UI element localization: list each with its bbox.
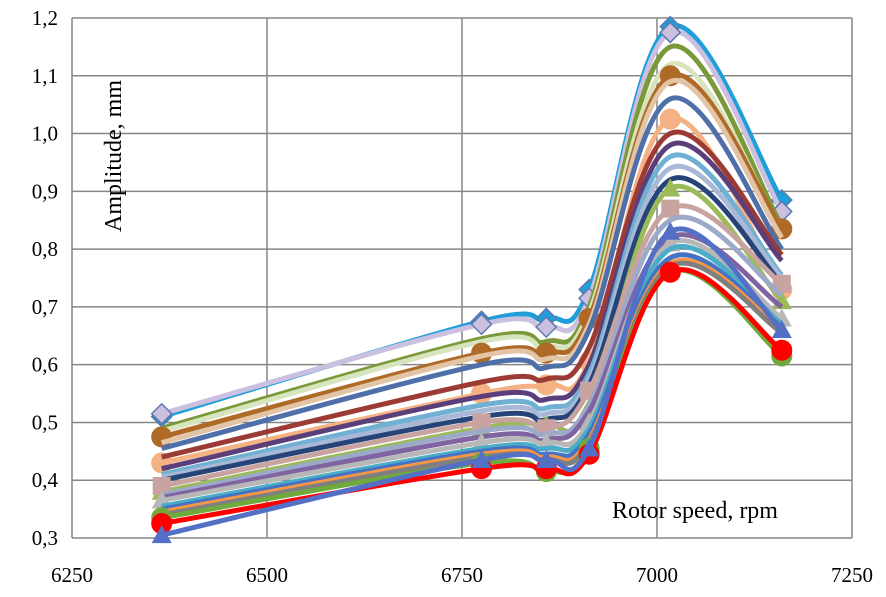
series-group bbox=[150, 15, 793, 544]
series-line bbox=[161, 252, 784, 512]
series-line bbox=[161, 163, 784, 480]
x-tick-label: 7250 bbox=[831, 563, 873, 587]
data-point bbox=[659, 21, 682, 44]
series-15 bbox=[152, 199, 791, 495]
series-13 bbox=[161, 175, 784, 483]
series-25 bbox=[151, 221, 792, 544]
series-line bbox=[161, 29, 784, 417]
series-11 bbox=[161, 152, 784, 477]
series-line bbox=[161, 129, 784, 460]
y-tick-label: 1,2 bbox=[32, 6, 58, 30]
series-line bbox=[161, 175, 784, 483]
series-line bbox=[161, 72, 784, 440]
data-point bbox=[771, 339, 793, 361]
series-4 bbox=[161, 60, 784, 434]
y-tick-label: 0,3 bbox=[32, 526, 58, 550]
tick-labels: 0,3 0,4 0,5 0,6 0,7 0,8 0,9 1,0 1,1 1,2 6250 6500 67… bbox=[32, 6, 873, 587]
series-21 bbox=[161, 258, 784, 515]
series-line bbox=[161, 243, 784, 509]
series-10 bbox=[161, 140, 784, 472]
x-axis-title: Rotor speed, rpm bbox=[612, 498, 778, 524]
series-20 bbox=[161, 252, 784, 512]
data-point bbox=[470, 313, 493, 336]
data-point bbox=[661, 199, 680, 218]
series-line bbox=[161, 140, 784, 472]
data-point bbox=[659, 108, 681, 130]
series-16 bbox=[161, 214, 784, 498]
series-19 bbox=[161, 243, 784, 509]
y-tick-label: 0,6 bbox=[32, 353, 58, 377]
y-tick-label: 0,4 bbox=[32, 468, 59, 492]
y-tick-label: 1,0 bbox=[32, 122, 58, 146]
data-point bbox=[471, 450, 492, 468]
x-tick-label: 6250 bbox=[51, 563, 93, 587]
y-tick-label: 0,5 bbox=[32, 410, 58, 434]
series-line bbox=[161, 238, 784, 503]
series-9 bbox=[161, 129, 784, 460]
data-point bbox=[579, 438, 600, 457]
series-17 bbox=[161, 232, 784, 501]
data-point bbox=[472, 413, 491, 432]
data-point bbox=[151, 525, 172, 544]
series-12 bbox=[161, 163, 784, 480]
series-line bbox=[161, 60, 784, 434]
data-point bbox=[660, 221, 681, 240]
series-line bbox=[161, 152, 784, 477]
x-tick-label: 7000 bbox=[636, 563, 678, 587]
series-line bbox=[161, 260, 784, 518]
y-tick-label: 0,7 bbox=[32, 295, 58, 319]
data-point bbox=[152, 477, 171, 495]
y-tick-label: 0,9 bbox=[32, 179, 58, 203]
data-point bbox=[150, 402, 173, 425]
series-line bbox=[161, 95, 784, 451]
series-line bbox=[161, 258, 784, 515]
y-axis-title: Amplitude, mm bbox=[101, 80, 127, 232]
series-3 bbox=[161, 43, 784, 431]
series-line bbox=[161, 226, 784, 538]
series-line bbox=[161, 116, 784, 466]
y-tick-label: 0,8 bbox=[32, 237, 58, 261]
data-point bbox=[660, 178, 681, 197]
x-tick-label: 6500 bbox=[246, 563, 288, 587]
x-tick-label: 6750 bbox=[441, 563, 483, 587]
series-line bbox=[161, 214, 784, 498]
series-22 bbox=[161, 260, 784, 518]
series-6 bbox=[161, 77, 784, 446]
series-line bbox=[161, 232, 784, 501]
data-point bbox=[659, 261, 681, 283]
series-7 bbox=[161, 95, 784, 451]
y-tick-label: 1,1 bbox=[32, 64, 58, 88]
series-line bbox=[161, 77, 784, 446]
data-point bbox=[771, 320, 792, 338]
data-point bbox=[151, 426, 173, 448]
data-point bbox=[536, 450, 557, 468]
series-line bbox=[161, 43, 784, 431]
data-point bbox=[535, 316, 558, 339]
